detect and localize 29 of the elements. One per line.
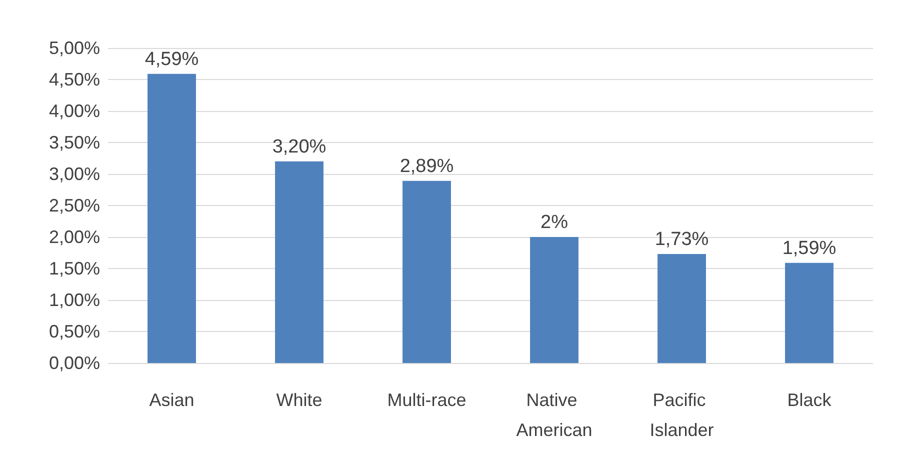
data-label: 2,89%	[400, 156, 454, 177]
data-label: 2%	[540, 212, 568, 233]
y-tick-label: 0,50%	[48, 322, 100, 342]
x-tick-label: Multi-race	[387, 390, 466, 410]
bar	[658, 254, 706, 363]
y-tick-label: 0,00%	[48, 353, 100, 373]
y-tick-label: 2,00%	[48, 227, 100, 247]
y-tick-label: 3,00%	[48, 164, 100, 184]
x-tick-label: Native American	[516, 390, 592, 440]
y-tick-label: 2,50%	[48, 196, 100, 216]
y-tick-label: 4,00%	[48, 101, 100, 121]
x-tick-label: Black	[787, 390, 832, 410]
data-label: 1,59%	[782, 238, 836, 259]
data-label: 4,59%	[144, 48, 199, 70]
y-tick-label: 3,50%	[48, 132, 100, 152]
data-label: 1,73%	[654, 229, 709, 250]
x-tick-label: Pacific Islander	[650, 390, 714, 440]
y-tick-label: 1,50%	[48, 258, 100, 278]
bar	[402, 180, 451, 363]
y-tick-label: 1,00%	[48, 290, 100, 310]
bar	[530, 237, 578, 363]
y-tick-label: 4,50%	[48, 70, 100, 90]
y-tick-label: 5,00%	[48, 38, 100, 58]
bar	[785, 262, 834, 363]
x-tick-label: Asian	[149, 390, 194, 410]
bar	[275, 161, 324, 363]
x-tick-label: White	[276, 390, 322, 410]
data-label: 3,20%	[272, 136, 326, 158]
bar	[148, 74, 196, 363]
